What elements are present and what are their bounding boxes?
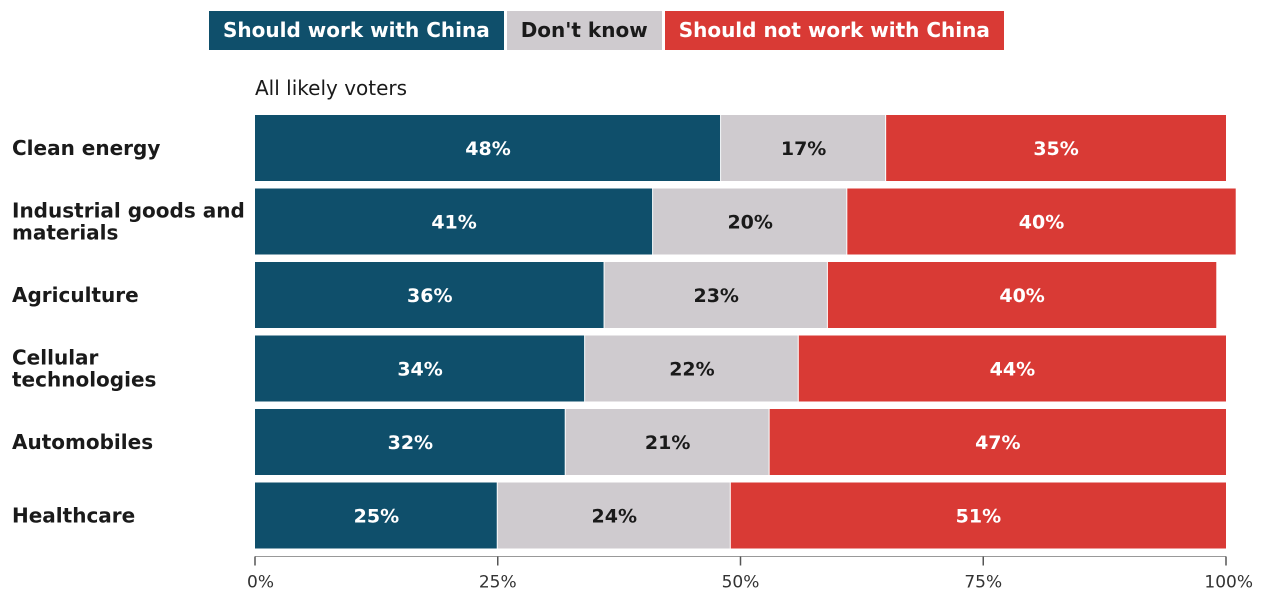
bar-segment bbox=[769, 409, 1226, 475]
data-label: 32% bbox=[388, 432, 433, 454]
data-label: 24% bbox=[592, 506, 637, 528]
data-label: 51% bbox=[956, 506, 1001, 528]
chart-subtitle: All likely voters bbox=[255, 76, 408, 100]
legend-item-not-work: Should not work with China bbox=[664, 11, 1004, 50]
legend-item-work: Should work with China bbox=[209, 11, 504, 50]
bar-segment bbox=[721, 115, 886, 181]
legend-item-dont-know: Don't know bbox=[506, 11, 662, 50]
bar-segment bbox=[585, 335, 798, 402]
bar-segment bbox=[255, 335, 585, 402]
data-label: 22% bbox=[669, 359, 714, 381]
bar-segment bbox=[255, 482, 497, 549]
bar-segment bbox=[847, 188, 1236, 255]
category-label: Healthcare bbox=[12, 504, 135, 528]
bar-segment bbox=[255, 409, 565, 475]
data-label: 36% bbox=[407, 285, 452, 307]
x-tick-label: 100% bbox=[1204, 573, 1253, 590]
category-label: Clean energy bbox=[12, 136, 160, 160]
bar-segment bbox=[653, 188, 847, 255]
bar-segment bbox=[255, 115, 721, 181]
bar-segment bbox=[255, 262, 604, 328]
data-label: 40% bbox=[1019, 212, 1064, 234]
category-label: Industrial goods and bbox=[12, 199, 245, 223]
data-label: 35% bbox=[1033, 138, 1078, 160]
bar-segment bbox=[798, 335, 1226, 402]
bar-segment bbox=[255, 188, 653, 255]
bar-segment bbox=[604, 262, 827, 328]
bar-segment bbox=[730, 482, 1226, 549]
x-tick-label: 25% bbox=[479, 573, 517, 590]
data-label: 41% bbox=[431, 212, 476, 234]
category-label: Automobiles bbox=[12, 430, 153, 454]
data-label: 21% bbox=[645, 432, 690, 454]
bar-segment bbox=[565, 409, 769, 475]
x-tick-label: 75% bbox=[964, 573, 1002, 590]
x-tick-label: 50% bbox=[722, 573, 760, 590]
category-label: Cellular bbox=[12, 346, 99, 370]
bar-segment bbox=[886, 115, 1226, 181]
data-label: 20% bbox=[727, 212, 772, 234]
data-label: 47% bbox=[975, 432, 1020, 454]
data-label: 17% bbox=[781, 138, 826, 160]
data-label: 34% bbox=[397, 359, 442, 381]
bar-segment bbox=[827, 262, 1217, 328]
data-label: 48% bbox=[465, 138, 510, 160]
category-label: technologies bbox=[12, 368, 156, 392]
data-label: 23% bbox=[693, 285, 738, 307]
legend: Should work with China Don't know Should… bbox=[209, 11, 1007, 50]
data-label: 40% bbox=[999, 285, 1044, 307]
data-label: 25% bbox=[354, 506, 399, 528]
bar-segment bbox=[497, 482, 730, 549]
category-label: Agriculture bbox=[12, 283, 139, 307]
category-label: materials bbox=[12, 221, 118, 245]
data-label: 44% bbox=[990, 359, 1035, 381]
x-tick-label: 0% bbox=[247, 573, 274, 590]
